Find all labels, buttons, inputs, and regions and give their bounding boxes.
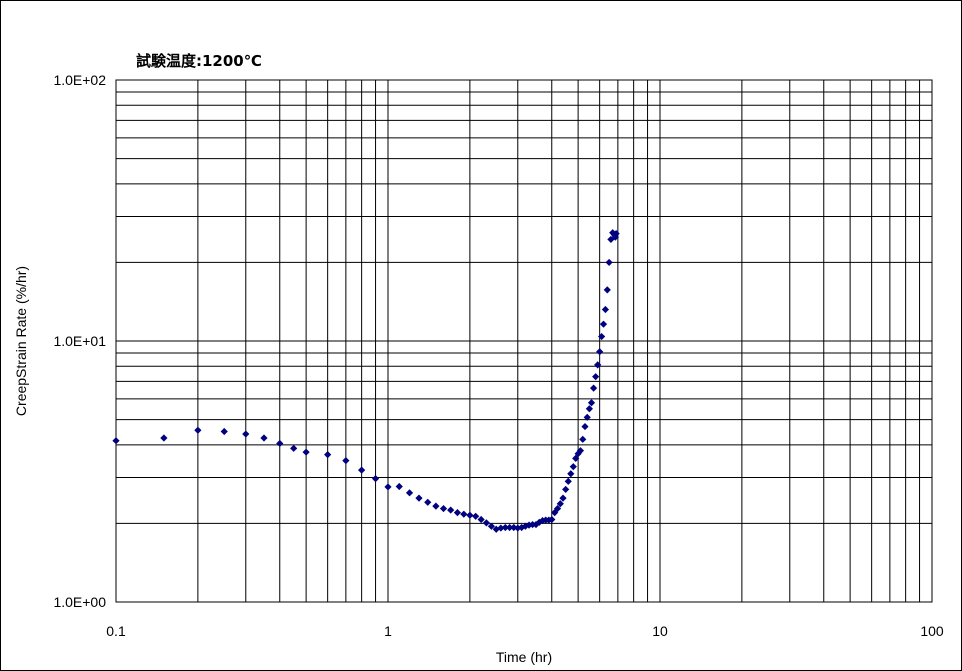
tick-labels: 0.1 1 10 100 1.0E+00 1.0E+01 1.0E+02: [53, 72, 943, 639]
data-point: [598, 332, 606, 341]
data-point: [460, 510, 468, 518]
y-tick-label: 1.0E+00: [53, 594, 106, 610]
data-point: [384, 483, 392, 491]
y-tick-label: 1.0E+02: [53, 72, 106, 88]
data-point: [415, 494, 423, 502]
data-point: [371, 475, 380, 483]
data-point: [569, 463, 577, 471]
data-point: [585, 405, 593, 413]
data-point: [194, 426, 202, 434]
data-point: [574, 450, 582, 458]
data-point: [276, 439, 284, 448]
data-point: [612, 229, 620, 238]
data-point: [324, 451, 332, 459]
data-point: [424, 498, 432, 506]
data-point: [538, 517, 547, 525]
data-point: [559, 494, 567, 502]
data-point: [589, 384, 598, 392]
data-point: [551, 509, 559, 517]
data-point: [579, 435, 587, 443]
data-point: [506, 523, 514, 532]
chart-title: 試験温度:1200℃: [136, 52, 262, 70]
gridlines: [116, 80, 932, 602]
data-point: [302, 448, 310, 456]
data-point: [447, 506, 455, 514]
data-point: [472, 512, 480, 520]
data-point: [603, 286, 611, 294]
x-tick-label: 100: [920, 623, 944, 639]
data-point: [260, 434, 268, 442]
data-point: [596, 348, 604, 356]
data-point: [594, 361, 602, 369]
data-point: [242, 430, 250, 438]
data-point: [482, 519, 490, 527]
data-point: [290, 444, 298, 452]
data-point: [453, 509, 462, 517]
data-point: [601, 305, 610, 314]
x-tick-label: 0.1: [106, 623, 126, 639]
data-point: [220, 427, 228, 436]
data-point: [432, 502, 440, 510]
data-point: [358, 466, 366, 474]
data-point: [342, 457, 350, 465]
data-point: [501, 523, 509, 532]
data-point: [395, 482, 403, 491]
data-point: [605, 258, 613, 267]
plot-area: [115, 79, 933, 603]
data-point: [525, 521, 533, 529]
data-point: [497, 524, 505, 532]
y-tick-label: 1.0E+01: [53, 333, 106, 349]
data-point: [576, 447, 585, 455]
data-point: [572, 454, 580, 462]
data-point: [599, 320, 608, 328]
data-point: [592, 373, 600, 381]
x-axis-label: Time (hr): [496, 649, 552, 665]
y-axis-label: CreepStrain Rate (%/hr): [13, 266, 29, 416]
data-point: [112, 437, 120, 445]
data-point: [548, 515, 556, 524]
data-point: [556, 500, 564, 508]
data-point: [160, 434, 168, 442]
data-point: [405, 489, 414, 497]
data-point: [439, 504, 448, 513]
x-tick-label: 10: [652, 623, 668, 639]
data-point: [609, 229, 617, 237]
data-points: [112, 229, 620, 533]
data-point: [567, 470, 575, 478]
data-point: [587, 399, 596, 407]
data-point: [466, 511, 474, 519]
data-point: [477, 515, 485, 524]
x-tick-label: 1: [384, 623, 392, 639]
data-point: [553, 504, 562, 513]
data-point: [535, 518, 543, 526]
data-point: [583, 413, 591, 421]
data-point: [562, 485, 570, 494]
data-point: [564, 477, 572, 485]
data-point: [581, 422, 589, 431]
data-point: [487, 522, 496, 530]
